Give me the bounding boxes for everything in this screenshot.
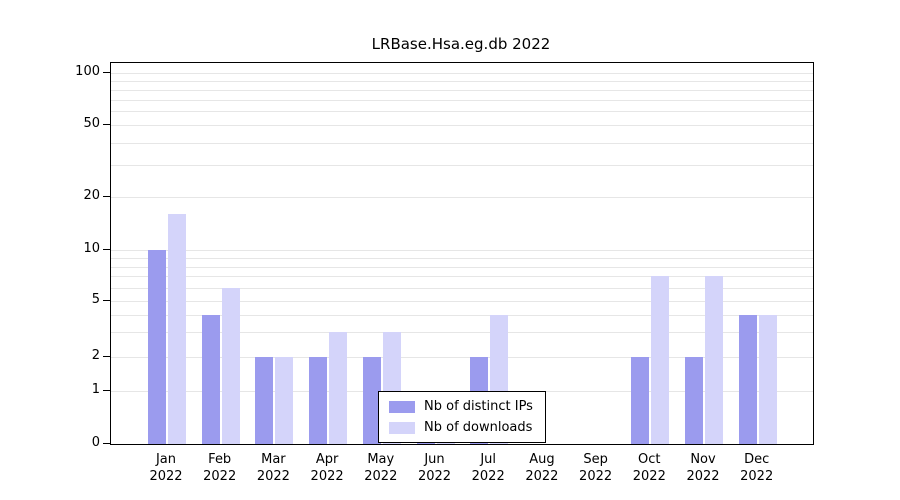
legend-item: Nb of distinct IPs: [389, 399, 533, 414]
gridline: [111, 99, 813, 101]
y-tick-label: 5: [91, 292, 100, 308]
y-tick-mark: [103, 249, 110, 251]
x-tick-month: Jan: [155, 452, 177, 467]
x-tick-year: 2022: [686, 469, 720, 484]
gridline: [111, 89, 813, 91]
x-tick-year: 2022: [203, 469, 237, 484]
y-tick-label: 50: [83, 116, 100, 132]
x-tick-month: Aug: [529, 452, 555, 467]
chart-title: LRBase.Hsa.eg.db 2022: [371, 35, 551, 53]
bar-downloads: [705, 276, 723, 444]
y-tick-label: 100: [75, 64, 100, 80]
y-tick-label: 1: [91, 382, 100, 398]
x-tick-year: 2022: [525, 469, 559, 484]
gridline: [111, 301, 813, 303]
x-tick-month: Feb: [208, 452, 232, 467]
plot-area: [110, 62, 814, 445]
legend-item: Nb of downloads: [389, 420, 533, 435]
bar-downloads: [651, 276, 670, 444]
gridline: [111, 73, 813, 75]
bar-distinct-ips: [738, 314, 757, 444]
x-tick-label: Sep 2022: [569, 451, 623, 485]
x-tick-year: 2022: [256, 469, 290, 484]
x-tick-label: Feb 2022: [193, 451, 247, 485]
x-tick-label: Jul 2022: [461, 451, 515, 485]
x-tick-label: Nov 2022: [676, 451, 730, 485]
gridline: [111, 287, 813, 289]
x-tick-month: May: [367, 452, 395, 467]
y-tick-mark: [103, 443, 110, 444]
x-tick-month: Sep: [583, 452, 608, 467]
x-tick-month: Jul: [480, 452, 497, 467]
x-tick-label: Dec 2022: [730, 451, 784, 485]
y-tick-mark: [103, 72, 110, 74]
bar-distinct-ips: [255, 357, 274, 444]
y-tick-label: 0: [91, 435, 100, 450]
x-tick-month: Mar: [261, 452, 286, 467]
legend-swatch-downloads: [389, 421, 415, 434]
y-tick-mark: [103, 390, 110, 392]
bar-distinct-ips: [685, 357, 703, 444]
bar-distinct-ips: [201, 314, 220, 444]
y-tick-mark: [103, 196, 110, 198]
x-tick-year: 2022: [579, 469, 613, 484]
gridline: [111, 257, 813, 259]
y-tick-mark: [103, 356, 110, 358]
bar-downloads: [168, 214, 186, 444]
gridline: [111, 142, 813, 144]
x-tick-year: 2022: [149, 469, 183, 484]
y-tick-label: 20: [83, 188, 100, 204]
gridline: [111, 165, 813, 167]
x-tick-year: 2022: [632, 469, 666, 484]
legend: Nb of distinct IPs Nb of downloads: [378, 391, 546, 443]
x-tick-label: Jun 2022: [408, 451, 462, 485]
x-tick-year: 2022: [471, 469, 505, 484]
gridline: [111, 332, 813, 334]
gridline: [111, 111, 813, 113]
x-tick-month: Dec: [744, 452, 770, 467]
gridline: [111, 314, 813, 316]
x-tick-year: 2022: [310, 469, 344, 484]
x-tick-label: Mar 2022: [246, 451, 300, 485]
y-tick-mark: [103, 300, 110, 302]
legend-label: Nb of distinct IPs: [424, 399, 533, 414]
gridline: [111, 276, 813, 278]
gridline: [111, 81, 813, 83]
legend-swatch-distinct-ips: [389, 400, 415, 413]
y-tick-label: 2: [91, 348, 100, 364]
x-tick-month: Apr: [315, 452, 339, 467]
gridline: [111, 357, 813, 359]
gridline: [111, 197, 813, 199]
legend-label: Nb of downloads: [424, 420, 533, 435]
x-tick-label: Jan 2022: [139, 451, 193, 485]
bar-downloads: [221, 287, 240, 444]
x-tick-year: 2022: [364, 469, 398, 484]
x-tick-month: Oct: [638, 452, 661, 467]
x-tick-label: Oct 2022: [622, 451, 676, 485]
y-tick-mark: [103, 124, 110, 126]
gridline: [111, 125, 813, 127]
x-tick-label: Aug 2022: [515, 451, 569, 485]
gridline: [111, 250, 813, 252]
x-tick-label: May 2022: [354, 451, 408, 485]
x-tick-month: Jun: [424, 452, 445, 467]
bar-distinct-ips: [148, 250, 166, 444]
x-tick-year: 2022: [417, 469, 452, 484]
gridline: [111, 266, 813, 268]
bar-distinct-ips: [362, 357, 381, 444]
bar-downloads: [275, 357, 294, 444]
y-tick-label: 10: [83, 241, 100, 257]
x-tick-label: Apr 2022: [300, 451, 354, 485]
x-tick-month: Nov: [690, 452, 716, 467]
bar-distinct-ips: [631, 357, 650, 444]
bar-downloads: [329, 332, 348, 444]
bar-downloads: [758, 314, 777, 444]
bar-distinct-ips: [309, 357, 328, 444]
x-tick-year: 2022: [740, 469, 774, 484]
